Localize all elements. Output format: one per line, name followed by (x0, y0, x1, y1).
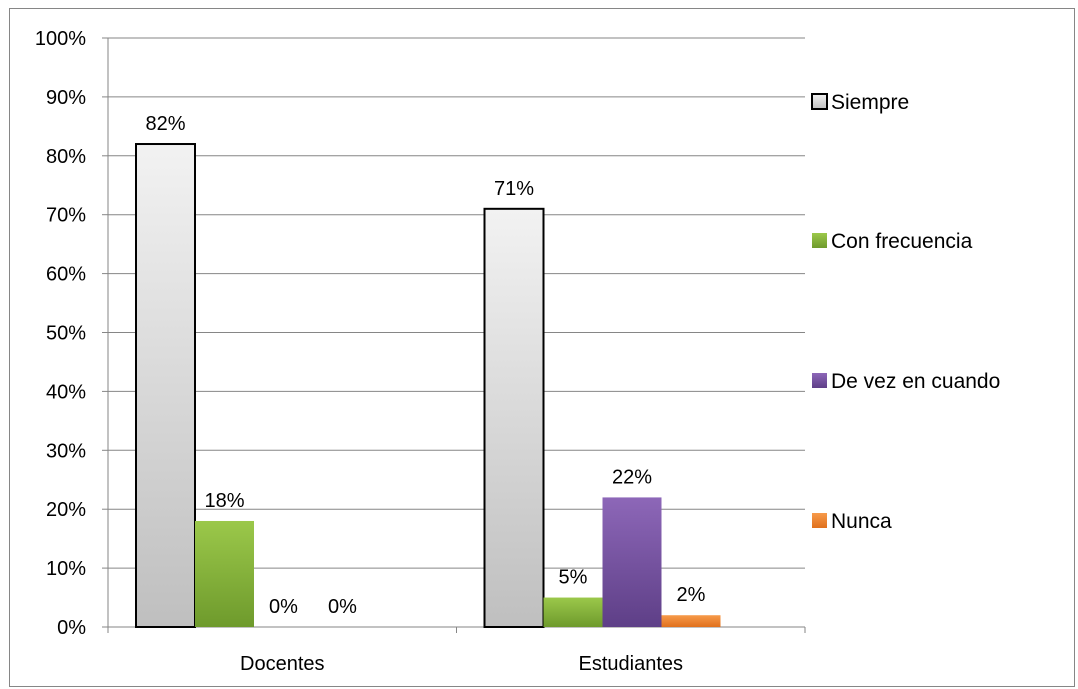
legend-label: Con frecuencia (831, 230, 973, 253)
y-tick-label: 10% (46, 558, 86, 580)
x-category-label: Estudiantes (578, 653, 683, 675)
data-label: 5% (559, 567, 588, 589)
data-label: 71% (494, 178, 534, 200)
data-labels: 82% 71% 18% 5% 0% 22% 0% 2% (145, 113, 705, 618)
data-label: 18% (204, 490, 244, 512)
y-tick-label: 100% (35, 28, 86, 50)
bars (135, 143, 721, 629)
legend-label: Nunca (831, 510, 892, 533)
y-tick-label: 70% (46, 205, 86, 227)
data-label: 82% (145, 113, 185, 135)
data-label: 0% (328, 596, 357, 618)
y-tick-label: 50% (46, 323, 86, 345)
legend: Siempre Con frecuencia De vez en cuando Nun… (811, 91, 1000, 533)
data-label: 0% (269, 596, 298, 618)
data-label: 2% (677, 584, 706, 606)
bar-de-vez-en-cuando (602, 497, 662, 627)
gridlines (108, 37, 805, 569)
data-label: 22% (612, 466, 652, 488)
legend-swatch (811, 93, 828, 110)
bar-con-frecuencia (195, 520, 254, 627)
bar-con-frecuencia (543, 597, 603, 627)
y-tick-label: 90% (46, 87, 86, 109)
legend-label: De vez en cuando (831, 370, 1000, 393)
bar-nunca (661, 615, 721, 627)
legend-swatch (812, 233, 827, 248)
legend-swatch (812, 513, 827, 528)
y-tick-label: 80% (46, 146, 86, 168)
y-tick-label: 40% (46, 381, 86, 403)
bar-siempre (135, 143, 196, 629)
bar-siempre (483, 207, 545, 628)
legend-swatch (812, 373, 827, 388)
legend-label: Siempre (831, 91, 909, 114)
y-tick-label: 30% (46, 440, 86, 462)
y-tick-label: 20% (46, 499, 86, 521)
y-tick-label: 60% (46, 264, 86, 286)
y-tick-label: 0% (57, 617, 86, 639)
x-category-label: Docentes (240, 653, 325, 675)
